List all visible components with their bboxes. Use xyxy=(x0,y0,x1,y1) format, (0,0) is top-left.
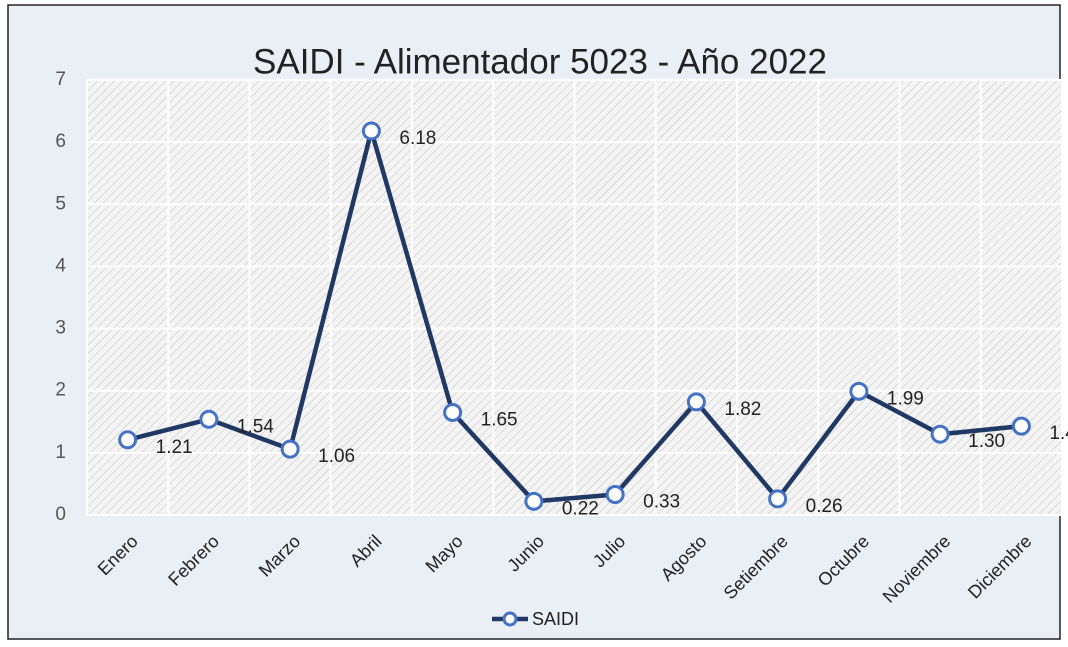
marker xyxy=(605,484,625,504)
y-tick-label: 7 xyxy=(55,69,66,90)
data-label: 1.99 xyxy=(887,388,924,409)
data-label: 0.33 xyxy=(643,492,680,513)
marker xyxy=(1011,416,1031,436)
data-label: 1.43 xyxy=(1049,423,1068,444)
data-label: 0.26 xyxy=(806,496,843,517)
marker xyxy=(280,439,300,459)
data-label: 1.65 xyxy=(481,409,518,430)
y-tick-label: 0 xyxy=(55,504,66,525)
line xyxy=(127,128,1022,504)
marker xyxy=(768,489,788,509)
data-label: 1.06 xyxy=(318,446,355,467)
data-label: 0.22 xyxy=(562,498,599,519)
data-label: 1.30 xyxy=(968,431,1005,452)
marker xyxy=(443,402,463,422)
y-tick-label: 6 xyxy=(55,131,66,152)
legend-label: SAIDI xyxy=(532,609,579,629)
y-tick-label: 1 xyxy=(55,442,66,463)
y-tick-label: 5 xyxy=(55,193,66,214)
marker xyxy=(849,381,869,401)
y-tick-label: 2 xyxy=(55,380,66,401)
y-tick-label: 3 xyxy=(55,318,66,339)
y-tick-label: 4 xyxy=(55,255,66,276)
marker xyxy=(686,392,706,412)
marker xyxy=(199,409,219,429)
data-label: 1.21 xyxy=(156,437,193,458)
data-label: 1.82 xyxy=(724,399,761,420)
legend-marker xyxy=(502,611,518,627)
data-label: 6.18 xyxy=(399,128,436,149)
marker xyxy=(930,424,950,444)
chart-title: SAIDI - Alimentador 5023 - Año 2022 xyxy=(253,42,827,81)
data-label: 1.54 xyxy=(237,416,274,437)
marker xyxy=(118,430,138,450)
marker xyxy=(524,491,544,511)
marker xyxy=(361,121,381,141)
